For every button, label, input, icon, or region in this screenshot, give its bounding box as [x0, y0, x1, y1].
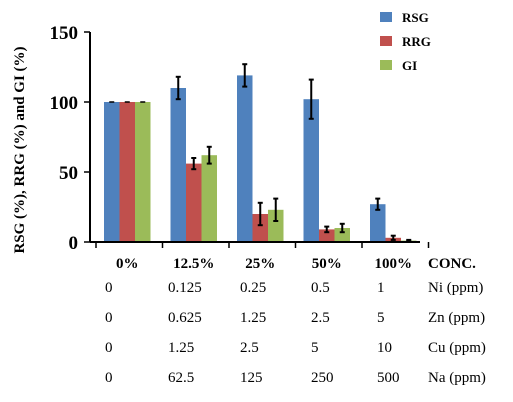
table-cell: 0.625: [168, 310, 202, 326]
category-label: 0%: [116, 256, 139, 272]
table-cell: 0: [105, 310, 113, 326]
table-row-label: Ni (ppm): [428, 280, 483, 296]
y-tick-label: 50: [59, 163, 78, 184]
legend-swatch-rsg: [380, 12, 392, 22]
table-cell: 0.25: [240, 280, 266, 296]
table-cell: 0.5: [311, 280, 330, 296]
table-cell: 250: [311, 370, 334, 386]
axes: [89, 32, 430, 248]
category-labels: 0% 12.5% 25% 50% 100%: [116, 256, 412, 272]
legend-swatch-gi: [380, 60, 392, 70]
table-cell: 0: [105, 370, 113, 386]
bar-gi: [268, 209, 284, 242]
category-label: 25%: [245, 256, 275, 272]
category-axis-title: CONC.: [428, 256, 476, 272]
concentration-table: 0 0.125 0.25 0.5 1 Ni (ppm) 0 0.625 1.25 2.5 5 Zn (…: [105, 280, 486, 386]
bar-gi: [334, 228, 350, 242]
table-cell: 2.5: [311, 310, 330, 326]
table-cell: 5: [377, 310, 385, 326]
bar-gi: [201, 155, 217, 242]
category-label: 100%: [375, 256, 413, 272]
table-cell: 5: [311, 340, 319, 356]
bar-rsg: [370, 204, 386, 242]
table-cell: 10: [377, 340, 392, 356]
y-tick-label: 150: [50, 23, 79, 44]
legend: RSG RRG GI: [380, 10, 431, 73]
category-label: 12.5%: [173, 256, 214, 272]
table-cell: 2.5: [240, 340, 259, 356]
table-cell: 1: [377, 280, 385, 296]
category-label: 50%: [312, 256, 342, 272]
bar-rrg: [319, 229, 335, 242]
table-cell: 0: [105, 280, 113, 296]
y-axis-label: RSG (%), RRG (%) and GI (%): [12, 46, 28, 253]
bar-rsg: [104, 102, 120, 242]
table-row-label: Zn (ppm): [428, 310, 485, 326]
legend-label-rrg: RRG: [402, 34, 431, 49]
legend-label-gi: GI: [402, 58, 417, 73]
bar-rrg: [119, 102, 135, 242]
table-row-label: Cu (ppm): [428, 340, 486, 356]
bar-rrg: [186, 163, 202, 242]
table-cell: 500: [377, 370, 400, 386]
legend-swatch-rrg: [380, 36, 392, 46]
table-cell: 1.25: [240, 310, 266, 326]
y-tick-label: 100: [50, 93, 79, 114]
bars-group: [104, 63, 417, 243]
y-axis-ticks: 0 50 100 150: [50, 23, 90, 254]
table-cell: 0.125: [168, 280, 202, 296]
bar-rsg: [170, 88, 186, 242]
y-tick-label: 0: [69, 233, 79, 254]
table-row-label: Na (ppm): [428, 370, 486, 386]
bar-gi: [135, 102, 151, 242]
table-cell: 125: [240, 370, 263, 386]
bar-rrg: [252, 214, 268, 242]
bar-rsg: [303, 99, 319, 242]
table-cell: 1.25: [168, 340, 194, 356]
legend-label-rsg: RSG: [402, 10, 429, 25]
table-cell: 0: [105, 340, 113, 356]
table-cell: 62.5: [168, 370, 194, 386]
bar-rsg: [237, 75, 253, 243]
